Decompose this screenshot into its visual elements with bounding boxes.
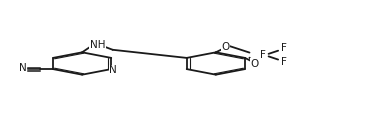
Text: O: O [250, 59, 259, 69]
Text: O: O [221, 42, 230, 52]
Text: NH: NH [90, 40, 105, 50]
Text: F: F [260, 50, 266, 60]
Text: N: N [109, 65, 117, 75]
Text: N: N [19, 63, 26, 73]
Text: F: F [281, 57, 287, 67]
Text: F: F [281, 43, 287, 53]
